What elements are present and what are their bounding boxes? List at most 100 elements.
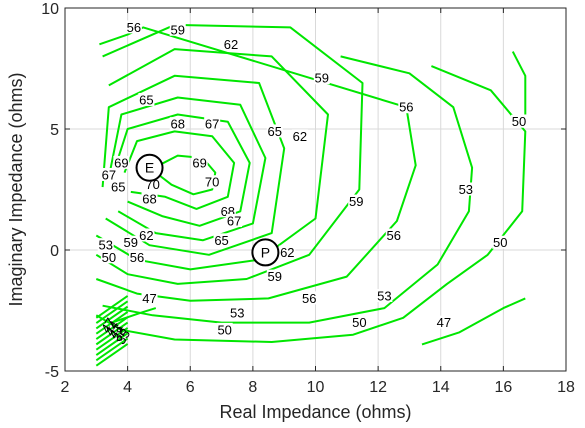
contour-line-47 bbox=[511, 51, 527, 115]
x-tick-label: 2 bbox=[61, 379, 70, 396]
contour-label-halo bbox=[301, 291, 318, 305]
contour-label-halo bbox=[125, 20, 142, 34]
contour-label: 56 bbox=[387, 228, 401, 243]
contour-label: 67 bbox=[102, 167, 116, 182]
contour-label: 62 bbox=[139, 228, 153, 243]
contour-label-halo bbox=[385, 228, 402, 242]
contour-label: 59 bbox=[124, 235, 138, 250]
contour-label: 65 bbox=[214, 233, 228, 248]
contour-label-edge: 44 bbox=[102, 318, 122, 338]
contour-label-halo bbox=[511, 114, 528, 128]
contour-label-halo bbox=[229, 305, 246, 319]
contour-label-halo bbox=[216, 322, 233, 336]
x-tick-label: 10 bbox=[307, 379, 325, 396]
contour-line-left-edge bbox=[95, 300, 129, 324]
contour-label: 53 bbox=[459, 182, 473, 197]
contour-label: 65 bbox=[111, 180, 125, 195]
contour-label-halo bbox=[376, 288, 393, 302]
contour-label-halo bbox=[492, 235, 509, 249]
contour-label: 50 bbox=[217, 322, 231, 337]
contour-label: 67 bbox=[227, 213, 241, 228]
contour-label: 56 bbox=[130, 250, 144, 265]
marker-circle-p bbox=[251, 238, 280, 267]
contour-label: 53 bbox=[377, 288, 391, 303]
contour-line-left-edge bbox=[95, 343, 129, 367]
contour-label-halo bbox=[100, 167, 117, 181]
contour-line-left-edge bbox=[95, 311, 129, 335]
contour-label: 53 bbox=[230, 305, 244, 320]
contour-line-65 bbox=[101, 74, 286, 256]
contour-label-edge: 38 bbox=[109, 324, 129, 344]
contour-line-47 bbox=[111, 307, 157, 324]
contour-label: 68 bbox=[170, 117, 184, 132]
contour-line-left-edge bbox=[95, 327, 129, 351]
y-axis-label: Imaginary Impedance (ohms) bbox=[6, 72, 26, 306]
axis-ticks bbox=[64, 7, 567, 372]
x-tick-label: 8 bbox=[248, 379, 257, 396]
contour-line-62 bbox=[95, 48, 329, 271]
contour-line-left-edge bbox=[95, 305, 129, 330]
contour-label-edge: 41 bbox=[105, 321, 125, 341]
contour-label-halo bbox=[97, 238, 114, 252]
contour-line-68 bbox=[114, 113, 251, 227]
contour-label-halo bbox=[222, 37, 239, 51]
contour-line-left-edge bbox=[95, 337, 129, 362]
x-tick-label: 16 bbox=[494, 379, 512, 396]
contour-label: 65 bbox=[139, 92, 153, 107]
contour-label-halo bbox=[191, 155, 208, 169]
contour-label-halo bbox=[435, 315, 452, 329]
contour-label-halo bbox=[113, 155, 130, 169]
contour-label-halo bbox=[204, 175, 221, 189]
contour-label-halo bbox=[313, 71, 330, 85]
marker-label-e: E bbox=[145, 160, 154, 176]
contour-label-halo bbox=[138, 92, 155, 106]
contour-line-left-edge bbox=[95, 332, 129, 356]
contour-label: 56 bbox=[127, 20, 141, 35]
y-tick-label: 10 bbox=[41, 1, 59, 18]
contour-line-53 bbox=[102, 55, 474, 324]
contour-label-halo bbox=[279, 245, 296, 259]
contour-label: 69 bbox=[114, 155, 128, 170]
marker-label-p: P bbox=[261, 244, 270, 260]
contour-line-69 bbox=[123, 130, 236, 210]
x-tick-label: 18 bbox=[557, 379, 575, 396]
contour-line-left-edge bbox=[95, 295, 129, 319]
x-axis-label: Real Impedance (ohms) bbox=[219, 402, 411, 422]
contour-label-halo bbox=[226, 213, 243, 227]
x-tick-label: 12 bbox=[369, 379, 387, 396]
contour-label: 62 bbox=[293, 129, 307, 144]
contour-label: 59 bbox=[170, 22, 184, 37]
contour-label: 56 bbox=[302, 291, 316, 306]
contour-label-halo bbox=[457, 182, 474, 196]
contour-label-halo bbox=[122, 235, 139, 249]
contour-label: 53 bbox=[98, 238, 112, 253]
contour-label: 68 bbox=[142, 192, 156, 207]
contour-label: 59 bbox=[268, 269, 282, 284]
contour-line-59 bbox=[95, 23, 364, 285]
contour-label-halo bbox=[348, 194, 365, 208]
contour-line-67 bbox=[107, 96, 267, 242]
contour-label-halo bbox=[266, 269, 283, 283]
y-tick-label: 5 bbox=[50, 122, 59, 139]
contour-label: 67 bbox=[205, 117, 219, 132]
contour-line-left-edge bbox=[95, 316, 129, 340]
contour-label: 50 bbox=[512, 114, 526, 129]
contour-label: 47 bbox=[437, 315, 451, 330]
x-tick-label: 14 bbox=[432, 379, 450, 396]
y-tick-label: -5 bbox=[45, 364, 59, 381]
x-tick-label: 6 bbox=[186, 379, 195, 396]
x-tick-label: 4 bbox=[123, 379, 132, 396]
contour-label-halo bbox=[141, 192, 158, 206]
contour-label-halo bbox=[169, 117, 186, 131]
contour-label: 70 bbox=[205, 175, 219, 190]
contour-label-edge: 35 bbox=[113, 327, 133, 347]
contour-label: 59 bbox=[315, 71, 329, 86]
contour-label-halo bbox=[110, 180, 127, 194]
contour-label: 62 bbox=[224, 37, 238, 52]
operating-point-markers: EP bbox=[135, 153, 280, 267]
y-tick-label: 0 bbox=[50, 243, 59, 260]
